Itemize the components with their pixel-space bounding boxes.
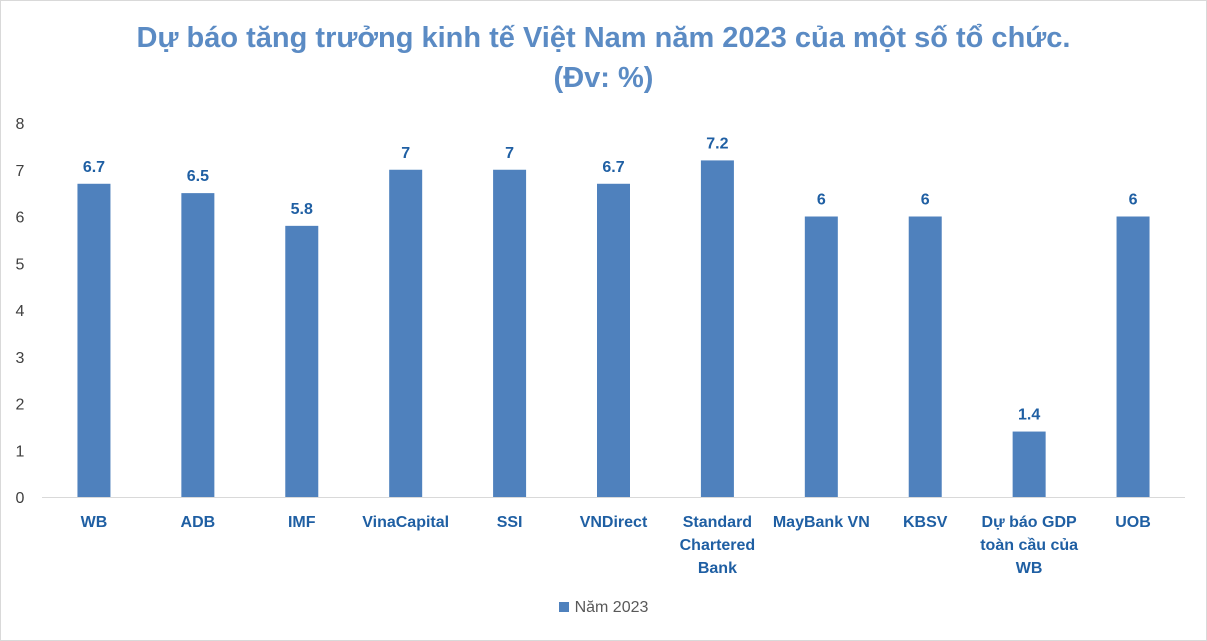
- y-tick-label: 3: [16, 350, 25, 367]
- bar: [1012, 431, 1046, 497]
- chart-title-line2: (Đv: %): [553, 62, 654, 94]
- x-tick-label: Standard: [683, 514, 752, 531]
- x-tick-label: VNDirect: [580, 514, 648, 531]
- y-tick-label: 1: [16, 443, 25, 460]
- x-tick-label: IMF: [288, 514, 316, 531]
- x-tick-label: Chartered: [680, 537, 756, 554]
- x-tick-label: WB: [81, 514, 108, 531]
- data-label: 6: [817, 192, 826, 209]
- x-tick-label: toàn cầu của: [980, 537, 1078, 554]
- bar: [181, 193, 215, 497]
- chart-title: Dự báo tăng trưởng kinh tế Việt Nam năm …: [0, 18, 1207, 98]
- x-tick-label: SSI: [497, 514, 523, 531]
- bar: [804, 216, 838, 497]
- y-tick-label: 5: [16, 256, 25, 273]
- data-label: 6.5: [187, 168, 209, 185]
- legend-label: Năm 2023: [574, 599, 649, 616]
- y-tick-label: 8: [16, 116, 25, 133]
- y-tick-label: 4: [16, 303, 25, 320]
- chart-title-line1: Dự báo tăng trưởng kinh tế Việt Nam năm …: [136, 22, 1071, 54]
- x-tick-label: KBSV: [903, 514, 948, 531]
- x-tick-label: UOB: [1115, 514, 1151, 531]
- data-label: 7: [401, 145, 410, 162]
- bar: [493, 169, 527, 497]
- y-tick-label: 7: [16, 163, 25, 180]
- data-label: 7.2: [706, 135, 728, 152]
- data-label: 6: [1129, 192, 1138, 209]
- x-tick-label: VinaCapital: [362, 514, 449, 531]
- y-tick-label: 0: [16, 490, 25, 507]
- x-tick-label: Bank: [698, 560, 737, 577]
- data-label: 1.4: [1018, 407, 1040, 424]
- bar: [700, 160, 734, 497]
- legend-swatch: [558, 601, 569, 612]
- x-tick-label: WB: [1016, 560, 1043, 577]
- bar: [908, 216, 942, 497]
- y-tick-label: 6: [16, 210, 25, 227]
- bar: [389, 169, 423, 497]
- bar: [1116, 216, 1150, 497]
- data-label: 6.7: [602, 159, 624, 176]
- bar: [77, 183, 111, 497]
- x-tick-label: ADB: [181, 514, 216, 531]
- data-label: 7: [505, 145, 514, 162]
- y-tick-label: 2: [16, 397, 25, 414]
- legend: Năm 2023: [0, 599, 1207, 617]
- data-label: 6.7: [83, 159, 105, 176]
- data-label: 5.8: [291, 201, 313, 218]
- x-tick-label: Dự báo GDP: [982, 514, 1077, 531]
- x-tick-label: MayBank VN: [773, 514, 870, 531]
- bar: [285, 225, 319, 497]
- bar: [597, 183, 630, 497]
- data-label: 6: [921, 192, 930, 209]
